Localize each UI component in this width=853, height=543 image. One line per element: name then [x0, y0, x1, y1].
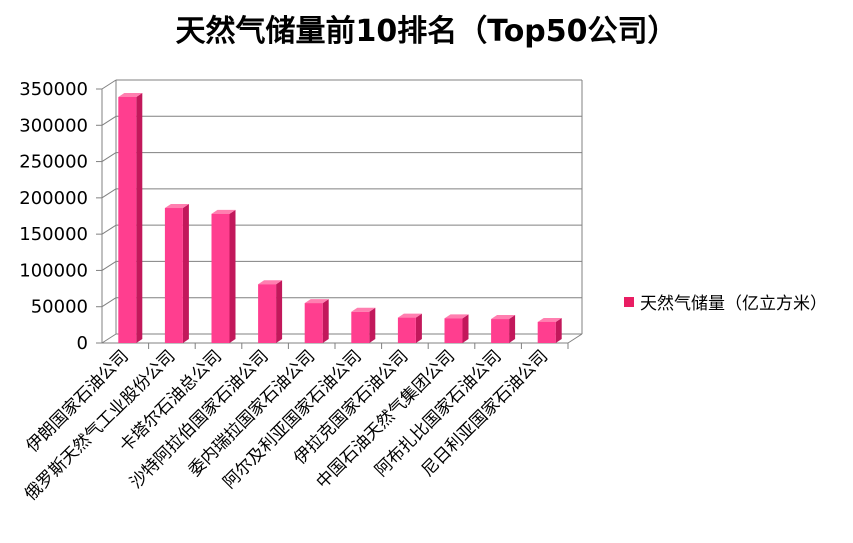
bar-top [164, 204, 189, 209]
bar-front [258, 284, 277, 343]
bar-side [182, 204, 189, 343]
floor-edge [567, 333, 583, 344]
gridline-depth [101, 115, 117, 126]
bar-front [397, 317, 416, 343]
bar-side [369, 307, 376, 343]
gridline-depth [101, 79, 117, 90]
bar-top [444, 314, 469, 319]
bar [537, 317, 562, 343]
bar-front [491, 319, 510, 343]
legend-label: 天然气储量（亿立方米） [640, 294, 827, 314]
bar-side [136, 92, 143, 344]
y-tick-label: 250000 [19, 152, 88, 173]
gridline-depth [101, 297, 117, 308]
bar [491, 315, 516, 343]
bar [351, 307, 376, 343]
bar-side [555, 317, 562, 343]
bar [118, 92, 143, 344]
y-tick-label: 200000 [19, 188, 88, 209]
bar-front [444, 318, 463, 343]
legend: 天然气储量（亿立方米） [624, 289, 827, 314]
bar-top [304, 299, 329, 304]
bar-top [351, 307, 376, 312]
bar-front [351, 311, 370, 343]
bar-front [211, 213, 230, 343]
legend-swatch [624, 296, 634, 307]
bar-side [415, 313, 422, 343]
bar-front [118, 96, 137, 344]
gridline-depth [101, 261, 117, 271]
y-tick-label: 50000 [31, 297, 88, 318]
bar-front [164, 208, 183, 343]
bar-top [258, 280, 283, 285]
bar-top [211, 209, 236, 214]
bar-top [118, 92, 143, 97]
y-tick-label: 0 [77, 333, 88, 354]
bar-front [304, 303, 323, 343]
y-tick-label: 350000 [19, 79, 88, 100]
bar-side [322, 299, 329, 343]
gridline-depth [101, 188, 117, 199]
bar-front [537, 321, 556, 343]
bar [211, 209, 236, 343]
gridline-depth [101, 224, 117, 235]
bar-side [462, 314, 469, 343]
gridline-depth [101, 333, 117, 344]
bar-side [276, 280, 283, 343]
bar [164, 204, 189, 343]
bar-side [229, 209, 236, 343]
bar-top [537, 317, 562, 322]
bar-side [509, 315, 516, 343]
bar [304, 299, 329, 343]
bar [444, 314, 469, 343]
y-tick-label: 150000 [19, 224, 88, 245]
bar [258, 280, 283, 343]
bar-top [491, 315, 516, 320]
bar-top [397, 313, 422, 318]
y-tick-label: 300000 [19, 115, 88, 136]
bar [397, 313, 422, 343]
gridline-depth [101, 152, 117, 162]
y-tick-label: 100000 [19, 260, 88, 281]
chart-title: 天然气储量前10排名（Top50公司） [175, 14, 678, 49]
